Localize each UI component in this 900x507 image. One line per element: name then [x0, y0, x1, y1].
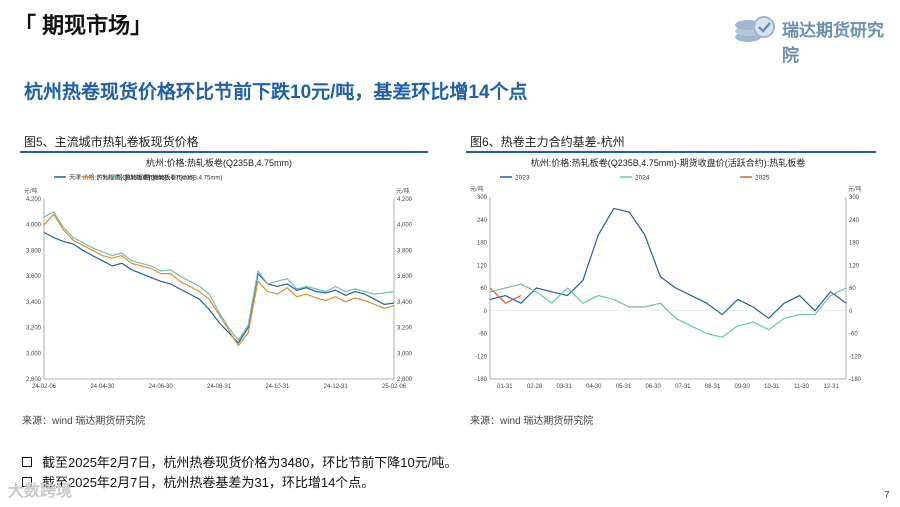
- x-tick-label: 04-30: [586, 384, 602, 390]
- y-tick-label-left: 3,400: [26, 300, 42, 306]
- x-tick-label: 24-08-31: [207, 384, 232, 390]
- x-tick-label: 03-31: [556, 384, 572, 390]
- series-line-广州:价格:热轧板卷(Q235B,4.75mm): [43, 213, 395, 347]
- company-logo: 瑞达期货研究院: [730, 10, 890, 65]
- y-tick-label-right: 3,000: [397, 351, 413, 357]
- figure-left-title: 图5、主流城市热轧卷板现货价格: [24, 135, 199, 149]
- y-tick-label-right: 0: [849, 309, 853, 315]
- y-tick-label-right: 180: [849, 241, 860, 247]
- y-tick-label-left: 3,600: [26, 274, 42, 280]
- bullet-text-2: 截至2025年2月7日，杭州热卷基差为31，环比增14个点。: [42, 475, 375, 490]
- x-tick-label: 10-31: [764, 384, 780, 390]
- y-tick-label-left: 4,000: [26, 223, 42, 229]
- x-tick-label: 24-12-31: [324, 384, 349, 390]
- y-tick-label-left: 240: [477, 218, 488, 224]
- legend-label: 2024: [635, 175, 650, 182]
- y-tick-label-right: -120: [849, 354, 862, 360]
- square-bullet-icon: [22, 456, 32, 467]
- chart-right: 杭州:价格:热轧板卷(Q235B,4.75mm)-期货收盘价(活跃合约):热轧板…: [466, 155, 876, 400]
- y-tick-label-right: 300: [849, 195, 860, 201]
- x-tick-label: 06-30: [645, 384, 661, 390]
- legend-label: 杭州:价格:热轧板卷(Q235B,4.75mm): [125, 174, 222, 182]
- figure-right-divider: [466, 151, 876, 153]
- legend-label: 2023: [515, 175, 530, 182]
- figure-right-source: 来源：wind 瑞达期货研究院: [470, 416, 594, 427]
- x-tick-label: 02-28: [527, 384, 543, 390]
- bullet-item-1: 截至2025年2月7日，杭州热卷现货价格为3480，环比节前下降10元/吨。: [22, 452, 457, 471]
- figure-left-source: 来源：wind 瑞达期货研究院: [22, 416, 146, 427]
- coins-logo-icon: [735, 16, 775, 42]
- y-tick-label-right: 2,800: [397, 377, 413, 383]
- figure-right-title: 图6、热卷主力合约基差-杭州: [470, 135, 625, 149]
- legend-label: 2025: [755, 175, 770, 182]
- x-tick-label: 11-30: [794, 384, 810, 390]
- watermark: 大数跨境: [8, 483, 73, 500]
- y-unit-label-right: 元/吨: [848, 185, 862, 193]
- x-tick-label: 24-04-30: [90, 384, 115, 390]
- y-tick-label-right: 60: [849, 286, 856, 292]
- y-unit-label-left: 元/吨: [24, 187, 38, 195]
- y-tick-label-right: 3,200: [397, 326, 413, 332]
- x-tick-label: 07-31: [675, 384, 691, 390]
- x-tick-label: 09-30: [734, 384, 750, 390]
- y-tick-label-left: 180: [477, 241, 488, 247]
- y-tick-label-right: 120: [849, 263, 860, 269]
- figure-left-divider: [20, 151, 428, 153]
- chart-title: 杭州:价格:热轧板卷(Q235B,4.75mm): [146, 157, 292, 168]
- y-tick-label-left: -60: [478, 332, 487, 338]
- y-tick-label-left: -180: [475, 377, 488, 383]
- series-line-2025: [489, 287, 522, 304]
- x-tick-label: 24-06-30: [149, 384, 174, 390]
- y-tick-label-right: 240: [849, 218, 860, 224]
- legend-label: 广州:价格:热轧板卷(Q235B,4.75mm): [97, 174, 194, 182]
- page-number: 7: [884, 490, 890, 501]
- x-tick-label: 24-02-06: [32, 384, 57, 390]
- y-tick-label-right: 4,200: [397, 197, 413, 203]
- x-tick-label: 05-31: [616, 384, 632, 390]
- logo-text: 瑞达期货研究院: [782, 21, 884, 65]
- y-tick-label-left: 4,200: [26, 197, 42, 203]
- y-tick-label-right: 3,400: [397, 300, 413, 306]
- series-line-杭州:价格:热轧板卷(Q235B,4.75mm): [43, 211, 395, 341]
- y-tick-label-left: 0: [484, 309, 488, 315]
- x-tick-label: 08-31: [705, 384, 721, 390]
- y-tick-label-left: 3,200: [26, 326, 42, 332]
- x-tick-label: 24-10-31: [265, 384, 290, 390]
- series-line-2023: [489, 207, 847, 319]
- y-tick-label-left: 120: [477, 263, 488, 269]
- y-tick-label-right: -60: [849, 332, 858, 338]
- y-tick-label-right: -180: [849, 377, 862, 383]
- chart-left: 杭州:价格:热轧板卷(Q235B,4.75mm)天津:价格:热轧板卷(Q235B…: [20, 155, 428, 400]
- y-tick-label-right: 3,600: [397, 274, 413, 280]
- y-tick-label-left: 3,000: [26, 351, 42, 357]
- series-line-2024: [489, 283, 847, 338]
- headline: 杭州热卷现货价格环比节前下跌10元/吨，基差环比增14个点: [24, 82, 528, 103]
- y-tick-label-left: 3,800: [26, 248, 42, 254]
- y-tick-label-left: -120: [475, 354, 488, 360]
- bullet-text-1: 截至2025年2月7日，杭州热卷现货价格为3480，环比节前下降10元/吨。: [42, 455, 458, 470]
- chart-title: 杭州:价格:热轧板卷(Q235B,4.75mm)-期货收盘价(活跃合约):热轧板…: [531, 157, 806, 168]
- x-tick-label: 25-02-06: [382, 384, 407, 390]
- section-title: 「 期现市场」: [14, 13, 153, 38]
- x-tick-label: 12-31: [823, 384, 839, 390]
- x-tick-label: 01-31: [497, 384, 513, 390]
- series-line-天津:价格:热轧板卷(Q235B,4.75mm): [43, 231, 395, 344]
- y-tick-label-right: 3,800: [397, 248, 413, 254]
- y-tick-label-left: 300: [477, 195, 488, 201]
- y-tick-label-left: 2,800: [26, 377, 42, 383]
- y-tick-label-left: 60: [480, 286, 487, 292]
- bullet-item-2: 截至2025年2月7日，杭州热卷基差为31，环比增14个点。: [22, 472, 374, 491]
- y-unit-label-right: 元/吨: [396, 187, 410, 195]
- y-unit-label-left: 元/吨: [470, 185, 484, 193]
- y-tick-label-right: 4,000: [397, 223, 413, 229]
- square-bullet-icon: [22, 476, 32, 487]
